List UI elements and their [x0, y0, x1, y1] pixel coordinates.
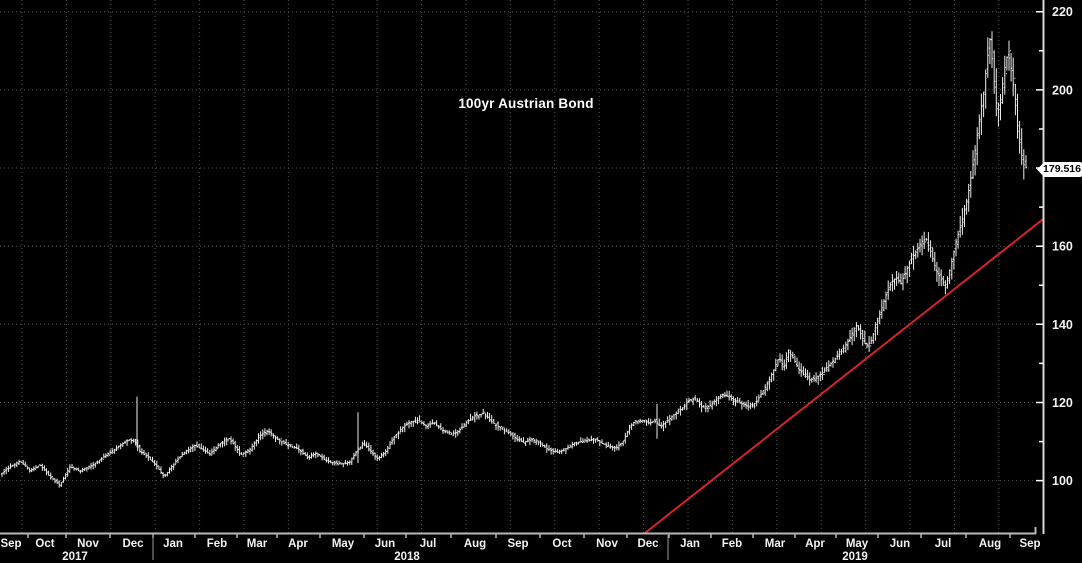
month-label: Dec	[122, 538, 144, 550]
month-label: Nov	[596, 538, 618, 550]
y-tick-label: 100	[1052, 474, 1073, 488]
month-label: Jun	[375, 538, 395, 550]
x-axis-ticks	[27, 533, 1011, 538]
month-label: Feb	[207, 538, 227, 550]
y-tick-label: 120	[1052, 396, 1073, 410]
month-label: Jan	[163, 538, 183, 550]
y-tick-label: 140	[1052, 318, 1073, 332]
month-label: Jul	[935, 538, 952, 550]
year-label: 2018	[394, 551, 420, 563]
price-bars	[0, 31, 1028, 488]
month-label: Oct	[35, 538, 54, 550]
month-label: Mar	[765, 538, 786, 550]
month-label: Sep	[0, 538, 21, 550]
y-tick-label: 220	[1052, 5, 1073, 19]
month-label: Aug	[979, 538, 1001, 550]
month-label: Sep	[507, 538, 528, 550]
month-label: Sep	[1019, 538, 1040, 550]
month-label: Mar	[247, 538, 268, 550]
month-label: Oct	[552, 538, 571, 550]
month-label: Aug	[464, 538, 486, 550]
month-label: Nov	[77, 538, 99, 550]
year-label: 2017	[62, 551, 88, 563]
month-label: Dec	[637, 538, 659, 550]
plot-area[interactable]	[0, 0, 1043, 533]
month-label: Feb	[722, 538, 742, 550]
month-label: May	[846, 538, 869, 550]
y-tick-label: 160	[1052, 240, 1073, 254]
month-label: Jul	[420, 538, 437, 550]
last-price-tag: 179.516	[1037, 162, 1082, 177]
month-label: Apr	[805, 538, 825, 550]
year-label: 2019	[842, 551, 868, 563]
month-label: Jun	[890, 538, 910, 550]
month-label: Jan	[680, 538, 700, 550]
month-label: May	[332, 538, 355, 550]
month-label: Apr	[288, 538, 308, 550]
trend-line	[644, 218, 1044, 534]
y-tick-label: 200	[1052, 83, 1073, 97]
